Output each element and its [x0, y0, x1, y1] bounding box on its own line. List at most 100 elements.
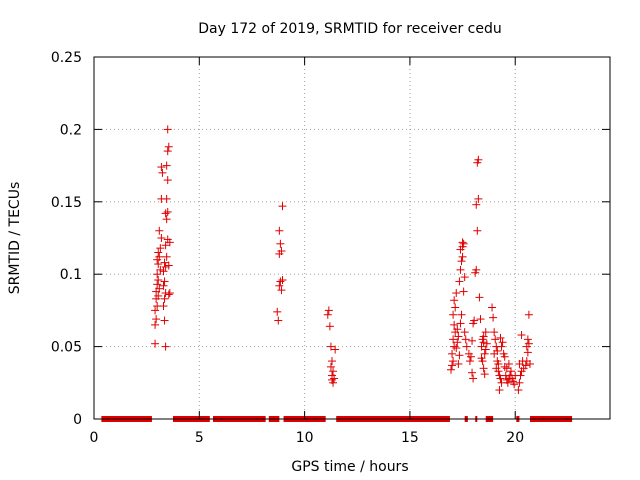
- data-point: [449, 310, 458, 319]
- y-tick-label: 0.1: [60, 267, 82, 283]
- data-point: [525, 359, 534, 368]
- plot-frame: [93, 56, 611, 420]
- data-point: [500, 362, 509, 371]
- data-point: [454, 359, 463, 368]
- data-point: [153, 280, 162, 289]
- data-point: [455, 351, 464, 360]
- data-point: [481, 328, 490, 337]
- data-point: [474, 155, 483, 164]
- data-point: [460, 273, 469, 282]
- data-point: [472, 265, 481, 274]
- data-point: [474, 194, 483, 203]
- data-point: [473, 226, 482, 235]
- grid: [94, 57, 610, 419]
- data-point: [450, 342, 459, 351]
- data-point: [470, 316, 479, 325]
- data-point: [155, 226, 164, 235]
- x-tick-label: 20: [506, 430, 524, 446]
- data-point: [165, 238, 174, 247]
- data-point: [278, 202, 287, 211]
- data-point: [452, 289, 461, 298]
- data-point: [160, 294, 169, 303]
- data-point: [323, 310, 332, 319]
- data-point: [451, 303, 460, 312]
- data-point: [154, 248, 163, 257]
- y-tick-label: 0.05: [51, 340, 82, 356]
- data-point: [159, 302, 168, 311]
- data-point: [453, 338, 462, 347]
- data-point: [516, 371, 525, 380]
- data-point: [476, 315, 485, 324]
- data-point: [157, 163, 166, 172]
- x-tick-label: 15: [401, 430, 419, 446]
- data-point: [488, 303, 497, 312]
- data-point: [155, 252, 164, 261]
- data-point: [500, 352, 509, 361]
- data-point: [154, 260, 163, 269]
- data-point: [165, 289, 174, 298]
- data-point: [503, 378, 512, 387]
- data-point: [498, 338, 507, 347]
- data-point: [326, 342, 335, 351]
- data-point: [157, 234, 166, 242]
- data-point: [493, 346, 502, 355]
- data-point: [329, 367, 338, 376]
- data-point: [276, 239, 285, 248]
- data-point: [454, 332, 463, 341]
- data-point: [151, 339, 160, 348]
- data-point: [151, 306, 160, 315]
- x-tick-label: 10: [296, 430, 314, 446]
- data-point: [162, 161, 171, 170]
- data-point: [160, 258, 169, 267]
- data-point: [459, 287, 468, 296]
- data-point: [457, 257, 466, 266]
- data-point: [515, 378, 524, 387]
- data-point: [162, 194, 171, 203]
- data-point: [163, 125, 172, 134]
- data-point: [155, 284, 164, 293]
- data-point: [462, 342, 471, 351]
- data-point: [502, 364, 511, 373]
- data-point: [327, 357, 336, 366]
- data-point: [163, 207, 172, 216]
- data-point: [278, 275, 287, 284]
- data-point: [466, 352, 475, 361]
- data-point: [504, 359, 513, 368]
- chart-title: Day 172 of 2019, SRMTID for receiver ced…: [198, 21, 501, 37]
- data-point: [469, 374, 478, 383]
- data-point: [162, 215, 171, 224]
- data-point: [524, 339, 533, 348]
- data-point: [514, 386, 523, 395]
- data-point: [276, 277, 285, 286]
- data-point: [475, 293, 484, 302]
- data-point: [456, 265, 465, 274]
- data-points: [151, 125, 534, 395]
- data-point: [449, 335, 458, 344]
- data-point: [152, 315, 161, 324]
- data-point: [325, 322, 334, 331]
- data-point: [330, 374, 339, 383]
- data-point: [468, 368, 477, 377]
- data-point: [477, 354, 486, 363]
- data-point: [448, 349, 457, 358]
- data-point: [452, 344, 461, 353]
- data-point: [161, 241, 170, 250]
- data-point: [159, 267, 168, 276]
- x-axis-label: GPS time / hours: [291, 459, 408, 475]
- data-point: [494, 367, 503, 376]
- data-point: [275, 281, 284, 290]
- y-tick-label: 0.2: [60, 122, 82, 138]
- data-point: [457, 310, 466, 319]
- data-point: [510, 380, 519, 389]
- data-point: [480, 370, 489, 379]
- y-axis-label: SRMTID / TECUs: [7, 182, 23, 295]
- data-point: [160, 316, 169, 325]
- y-tick-label: 0.25: [51, 50, 82, 66]
- data-point: [523, 335, 532, 344]
- data-point: [477, 342, 486, 351]
- data-point: [277, 286, 286, 295]
- data-point: [151, 320, 160, 329]
- data-point: [154, 275, 163, 284]
- data-point: [456, 319, 465, 328]
